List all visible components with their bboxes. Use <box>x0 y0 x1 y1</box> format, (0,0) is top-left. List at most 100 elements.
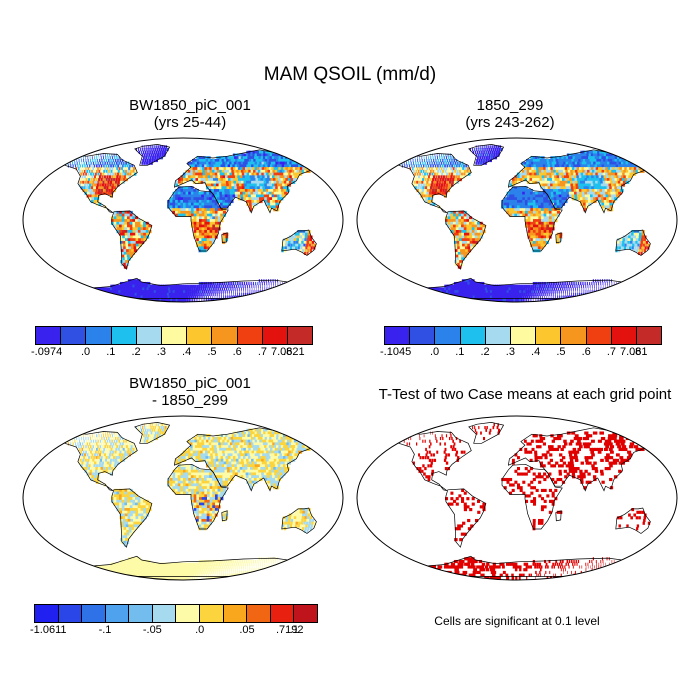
map-cell <box>96 156 98 160</box>
map-cell <box>133 281 138 286</box>
map-cell <box>166 298 171 302</box>
map-cell <box>469 240 473 245</box>
map-cell <box>543 197 547 201</box>
map-cell <box>638 238 641 242</box>
map-cell <box>552 164 556 168</box>
map-cell <box>415 287 422 291</box>
map-cell <box>259 295 263 299</box>
map-cell <box>252 178 257 182</box>
map-cell <box>560 169 564 174</box>
map-cell <box>232 164 236 168</box>
map-cell <box>201 202 205 206</box>
panel4-title-line1: T-Test of two Case means at each grid po… <box>378 386 672 403</box>
map-cell <box>251 183 256 187</box>
map-cell <box>495 150 498 154</box>
map-cell <box>540 240 544 245</box>
map-cell <box>543 292 545 297</box>
map-cell <box>230 281 232 286</box>
map-cell <box>205 180 209 184</box>
map-cell <box>625 175 630 179</box>
map-cell <box>537 158 541 163</box>
map-cell <box>530 216 534 220</box>
map-cell <box>474 148 476 152</box>
map-cell <box>185 213 189 217</box>
map-cell <box>582 298 589 302</box>
map-cell <box>595 180 599 184</box>
map-cell <box>277 295 282 299</box>
map-cell <box>193 235 197 239</box>
map-cell <box>164 292 168 297</box>
map-cell <box>548 158 553 163</box>
map-cell <box>128 243 132 247</box>
map-cell <box>140 227 144 231</box>
map-cell <box>207 221 211 225</box>
map-cell <box>587 191 591 195</box>
map-cell <box>206 202 210 206</box>
map-cell <box>622 180 627 184</box>
map-cell <box>598 186 603 190</box>
map-cell <box>629 167 634 171</box>
map-cell <box>216 191 220 195</box>
map-cell <box>553 202 558 206</box>
map-cell <box>224 194 228 198</box>
map-cell <box>50 284 57 288</box>
map-cell <box>274 183 279 187</box>
map-cell <box>483 156 486 160</box>
map-cell <box>111 221 115 225</box>
map-cell <box>204 238 208 242</box>
map-cell <box>244 164 248 168</box>
map-cell <box>87 180 90 184</box>
map-cell <box>257 284 259 288</box>
map-cell <box>456 257 460 261</box>
map-cell <box>114 172 117 176</box>
map-cell <box>527 210 531 215</box>
map-cell <box>526 172 530 176</box>
map-cell <box>283 295 288 299</box>
map-cell <box>469 243 474 247</box>
map-cell <box>231 290 232 294</box>
map-cell <box>100 156 102 160</box>
map-cell <box>535 164 539 168</box>
map-cell <box>531 169 535 174</box>
map-cell <box>461 224 465 228</box>
map-cell <box>458 216 462 220</box>
map-cell <box>439 169 442 174</box>
map-cell <box>618 161 624 165</box>
map-cell <box>555 158 559 163</box>
map-cell <box>96 158 98 163</box>
map-cell <box>512 284 516 288</box>
map-cell <box>460 254 465 258</box>
map-cell <box>111 167 114 171</box>
map-cell <box>425 156 427 160</box>
map-cell <box>187 287 190 291</box>
map-cell <box>536 172 540 176</box>
map-cell <box>304 232 308 236</box>
map-cell <box>490 156 493 160</box>
map-cell <box>273 161 278 165</box>
map-cell <box>272 186 277 190</box>
map-cell <box>140 287 144 291</box>
map-cell <box>548 230 552 234</box>
map-cell <box>618 246 621 250</box>
map-cell <box>140 426 142 430</box>
map-cell <box>244 172 248 176</box>
map-cell <box>144 426 146 430</box>
map-cell <box>264 281 265 286</box>
map-cell <box>458 213 462 217</box>
map-cell <box>464 243 468 247</box>
map-cell <box>596 186 600 190</box>
map-cell <box>124 257 129 261</box>
map-cell <box>592 191 596 195</box>
map-cell <box>212 175 216 179</box>
map-cell <box>557 183 561 187</box>
map-cell <box>566 281 569 286</box>
map-cell <box>577 197 581 201</box>
map-cell <box>601 202 605 206</box>
map-cell <box>236 169 240 174</box>
map-cell <box>286 284 287 288</box>
map-cell <box>449 298 459 302</box>
map-cell <box>173 295 177 299</box>
map-cell <box>597 295 601 299</box>
map-cell <box>519 199 523 204</box>
map-cell <box>633 249 636 253</box>
